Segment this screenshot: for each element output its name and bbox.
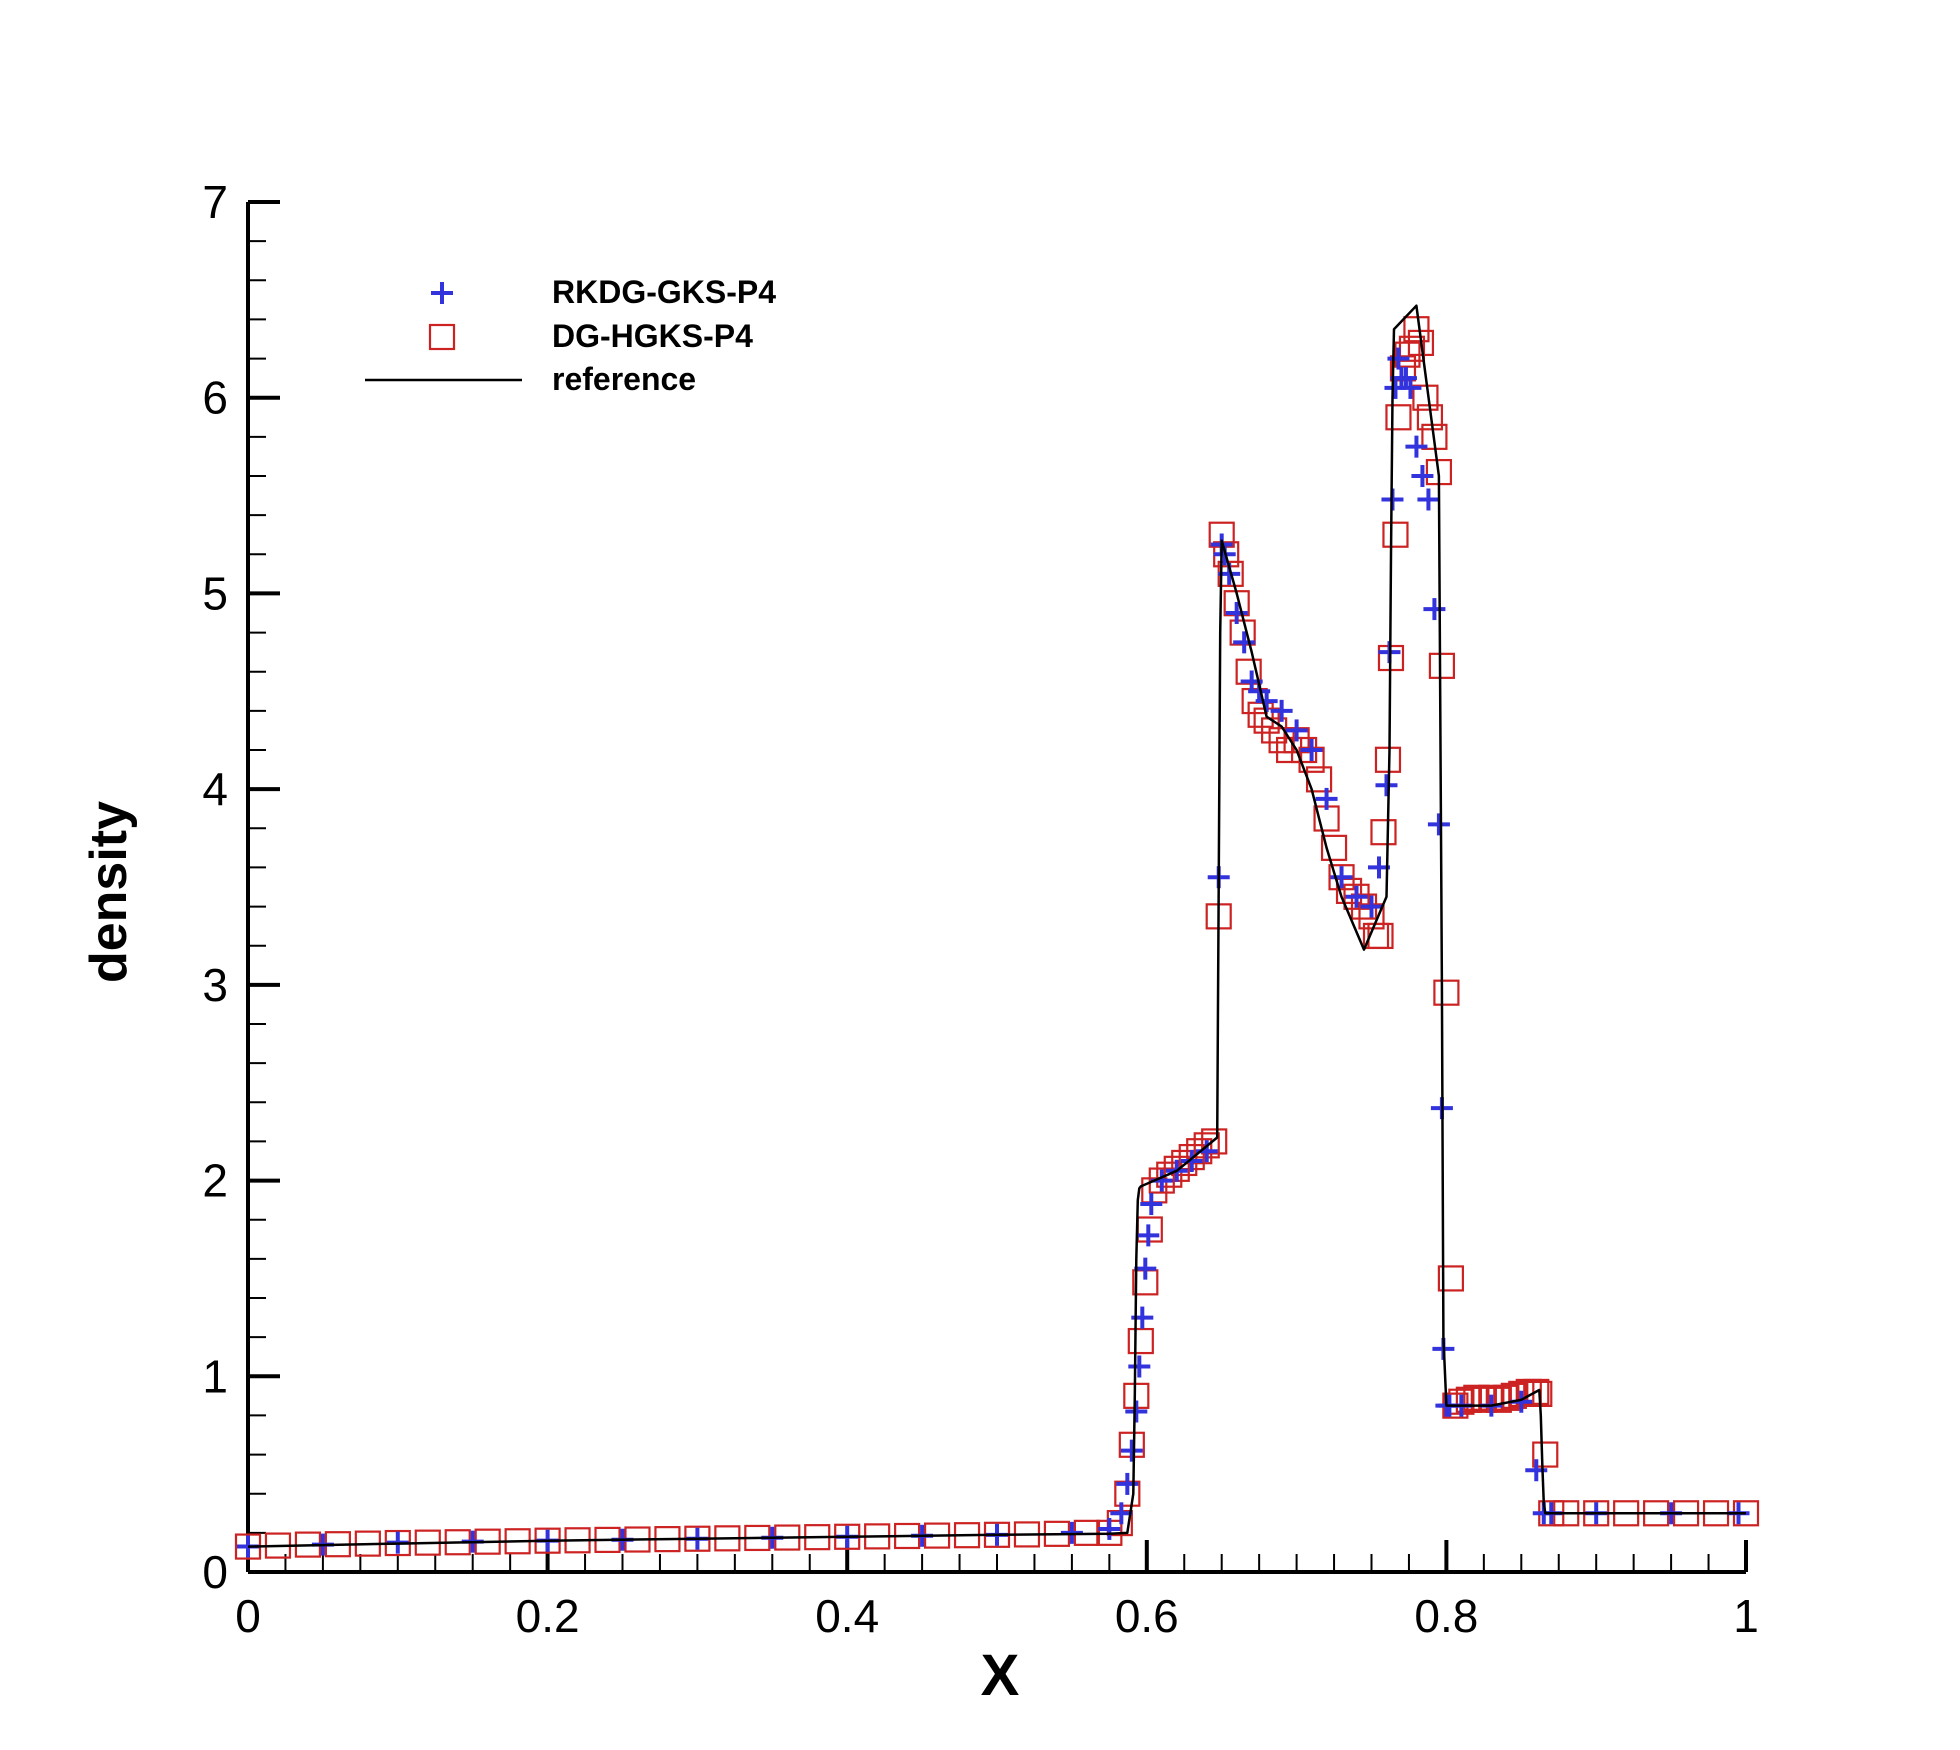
series-DG-HGKS-P4: [234, 316, 1760, 1560]
square-marker: [1201, 1128, 1228, 1155]
plus-marker: [1360, 895, 1383, 918]
legend-plus-icon: [431, 282, 453, 304]
legend-entry: DG-HGKS-P4: [428, 318, 753, 354]
series-reference: [247, 304, 1746, 1548]
x-tick-label: 0.4: [815, 1590, 879, 1642]
plus-marker: [1330, 866, 1353, 889]
plus-marker: [1128, 1355, 1151, 1378]
y-tick-label: 1: [202, 1350, 228, 1402]
axes: 0 1 2 3 4 5 6 7 0 0.2 0.4 0.6 0.8 1: [202, 176, 1758, 1642]
legend-label: reference: [552, 361, 696, 397]
legend: RKDG-GKS-P4 DG-HGKS-P4 reference: [365, 274, 776, 397]
square-marker: [1493, 1384, 1520, 1411]
plus-marker: [1270, 699, 1293, 722]
x-tick-label: 0.8: [1414, 1590, 1478, 1642]
y-tick-label: 5: [202, 567, 228, 619]
square-marker: [1433, 979, 1460, 1006]
y-tick-label: 7: [202, 176, 228, 228]
reference-line: [247, 304, 1746, 1548]
plus-marker: [1120, 1439, 1143, 1462]
plus-marker: [1110, 1502, 1133, 1525]
plus-marker: [1134, 1257, 1157, 1280]
x-tick-label: 0: [235, 1590, 261, 1642]
plus-marker: [1098, 1517, 1121, 1540]
y-tick-label: 3: [202, 959, 228, 1011]
plot-area: [234, 304, 1760, 1560]
plus-marker: [1285, 719, 1308, 742]
square-marker: [1500, 1382, 1527, 1409]
series-RKDG-GKS-P4: [237, 347, 1750, 1558]
square-marker: [1328, 864, 1355, 891]
plus-marker: [1180, 1150, 1203, 1172]
plus-marker: [1399, 376, 1422, 399]
square-marker: [1343, 883, 1370, 910]
square-marker: [1382, 521, 1409, 548]
y-tick-label: 6: [202, 372, 228, 424]
square-marker: [1235, 658, 1262, 685]
legend-label: DG-HGKS-P4: [552, 318, 753, 354]
square-marker: [1247, 701, 1274, 728]
square-marker: [1403, 316, 1430, 343]
plus-marker: [1394, 367, 1417, 390]
y-tick-label: 2: [202, 1155, 228, 1207]
plus-marker: [1137, 1224, 1160, 1247]
square-marker: [1463, 1384, 1490, 1411]
legend-entry: RKDG-GKS-P4: [431, 274, 776, 310]
plus-marker: [1411, 465, 1434, 487]
x-tick-label: 1: [1733, 1590, 1759, 1642]
square-marker: [1455, 1386, 1482, 1413]
legend-square-icon: [428, 323, 456, 351]
x-tick-label: 0.2: [516, 1590, 580, 1642]
plus-marker: [1225, 602, 1248, 624]
square-marker: [1532, 1441, 1559, 1468]
plus-marker: [1315, 787, 1338, 810]
y-tick-label: 4: [202, 763, 228, 815]
plus-marker: [1300, 739, 1323, 761]
y-tick-label: 0: [202, 1546, 228, 1598]
legend-entry: reference: [365, 361, 696, 397]
x-axis-title: X: [981, 1643, 1020, 1708]
square-marker: [1370, 819, 1397, 846]
square-marker: [1320, 834, 1348, 861]
plus-marker: [1255, 690, 1278, 713]
square-marker: [1428, 652, 1456, 679]
square-marker: [1412, 384, 1439, 411]
x-tick-label: 0.6: [1115, 1590, 1179, 1642]
square-marker: [1437, 1265, 1464, 1292]
plus-marker: [1427, 813, 1450, 836]
y-axis-title: density: [80, 801, 138, 983]
legend-label: RKDG-GKS-P4: [552, 274, 776, 310]
square-marker: [1127, 1327, 1154, 1355]
plus-marker: [1345, 885, 1368, 908]
plus-marker: [1140, 1193, 1163, 1216]
plus-marker: [1116, 1472, 1139, 1495]
square-marker: [1385, 404, 1412, 431]
plus-marker: [1405, 435, 1428, 458]
plus-marker: [1387, 347, 1410, 370]
plus-marker: [1423, 598, 1446, 621]
plus-marker: [1125, 1400, 1148, 1423]
plus-marker: [1375, 774, 1398, 797]
square-marker: [1523, 1378, 1550, 1406]
plus-marker: [1417, 488, 1440, 511]
plus-marker: [1233, 631, 1256, 654]
square-marker: [1470, 1386, 1497, 1413]
